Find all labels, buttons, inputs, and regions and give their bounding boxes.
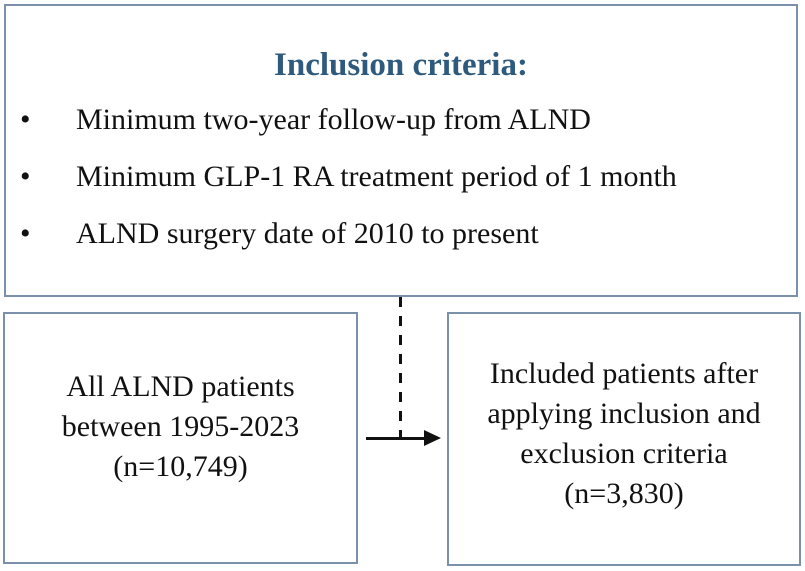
box-text-line: between 1995-2023 xyxy=(61,410,300,443)
bullet-icon: • xyxy=(20,103,31,136)
inclusion-criteria-title: Inclusion criteria: xyxy=(274,47,528,83)
box-text-line: exclusion criteria xyxy=(520,437,728,470)
box-text-line: (n=10,749) xyxy=(113,450,248,483)
arrow-connector-line xyxy=(366,437,425,440)
box-text-line: All ALND patients xyxy=(66,370,295,403)
box-text-line: applying inclusion and xyxy=(487,397,761,430)
included-patients-box: Included patients after applying inclusi… xyxy=(447,312,801,566)
list-item: • Minimum GLP-1 RA treatment period of 1… xyxy=(20,157,786,197)
inclusion-criterion-text: Minimum GLP-1 RA treatment period of 1 m… xyxy=(76,160,677,193)
inclusion-criterion-text: Minimum two-year follow-up from ALND xyxy=(76,103,591,136)
bullet-icon: • xyxy=(20,217,31,250)
box-text-line: Included patients after xyxy=(489,357,759,390)
box-text-line: (n=3,830) xyxy=(564,477,684,510)
bullet-icon: • xyxy=(20,160,31,193)
all-patients-box: All ALND patients between 1995-2023 (n=1… xyxy=(3,312,358,564)
inclusion-criteria-box: Inclusion criteria: • Minimum two-year f… xyxy=(4,4,798,297)
list-item: • Minimum two-year follow-up from ALND xyxy=(20,100,786,140)
inclusion-criterion-text: ALND surgery date of 2010 to present xyxy=(76,217,539,250)
dashed-connector-line xyxy=(399,297,402,440)
list-item: • ALND surgery date of 2010 to present xyxy=(20,214,786,254)
arrow-head-icon xyxy=(424,430,441,446)
inclusion-criteria-list: • Minimum two-year follow-up from ALND •… xyxy=(6,100,796,254)
